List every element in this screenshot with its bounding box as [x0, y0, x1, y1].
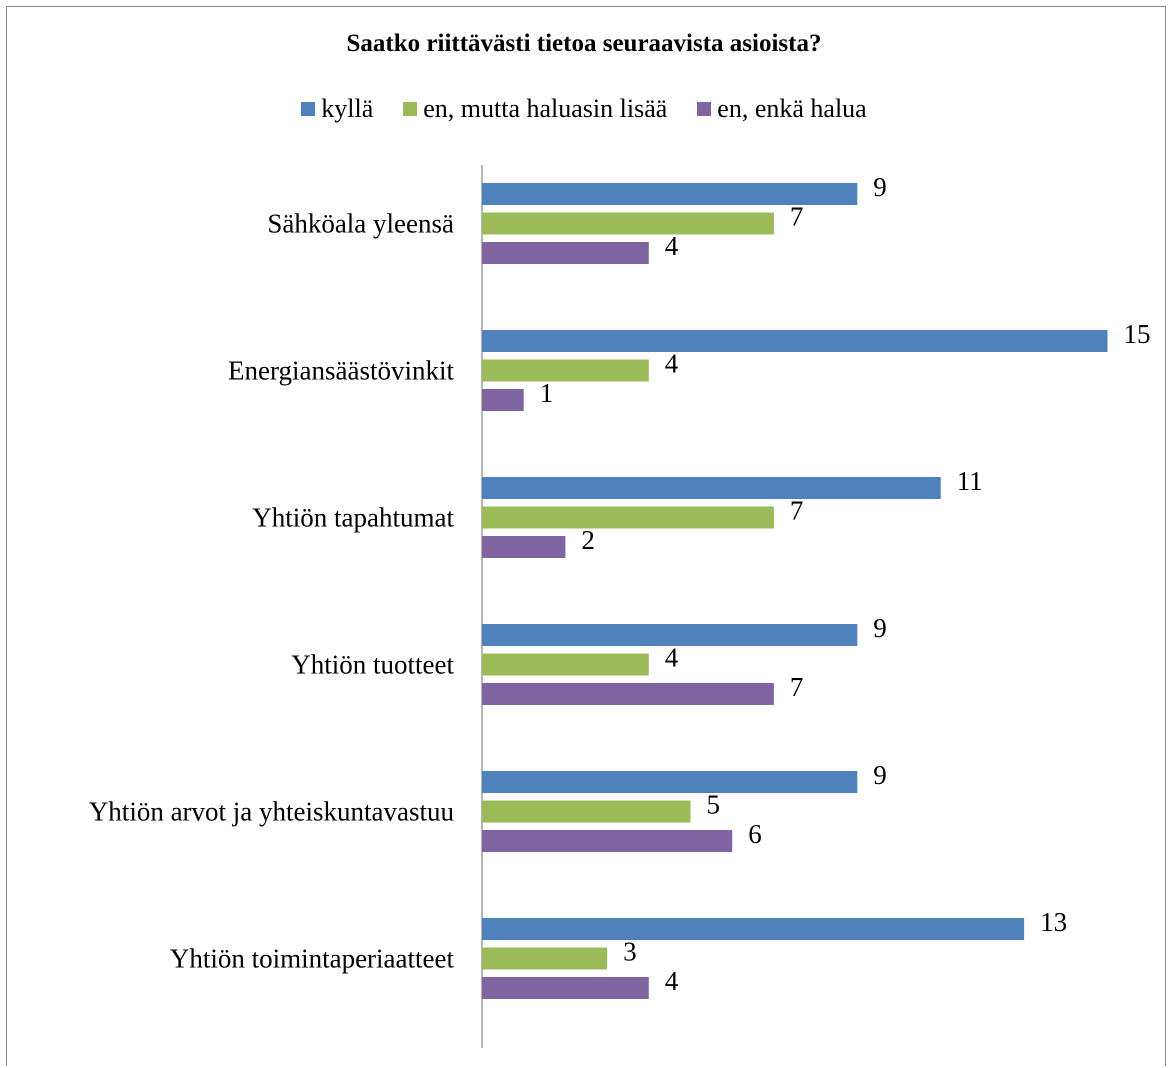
category-label: Yhtiön arvot ja yhteiskuntavastuu: [89, 797, 455, 827]
data-label-0-0: 9: [873, 172, 887, 202]
data-label-2-5: 4: [665, 966, 679, 996]
legend-item-0: kyllä: [301, 94, 373, 124]
bar-1-2: [482, 506, 774, 529]
legend-item-1: en, mutta haluasin lisää: [403, 94, 667, 124]
chart-title: Saatko riittävästi tietoa seuraavista as…: [346, 30, 822, 57]
data-label-2-3: 7: [790, 672, 804, 702]
category-label: Yhtiön tuotteet: [291, 650, 454, 680]
data-label-0-5: 13: [1040, 907, 1067, 937]
legend-label: kyllä: [321, 94, 374, 123]
category-label: Energiansäästövinkit: [228, 356, 454, 386]
data-label-0-4: 9: [873, 760, 887, 790]
legend-swatch: [697, 102, 712, 116]
bar-1-4: [482, 800, 691, 823]
bar-1-5: [482, 947, 608, 970]
data-label-1-5: 3: [623, 937, 637, 967]
bar-2-4: [482, 830, 733, 852]
data-label-1-2: 7: [790, 496, 804, 526]
bar-2-1: [482, 389, 524, 411]
bar-0-2: [482, 477, 941, 499]
bar-1-1: [482, 359, 649, 382]
bar-2-5: [482, 977, 649, 999]
legend-item-2: en, enkä halua: [697, 94, 867, 124]
data-label-2-4: 6: [748, 819, 762, 849]
data-label-1-1: 4: [665, 349, 679, 379]
bar-1-3: [482, 653, 649, 676]
bar-0-5: [482, 918, 1025, 940]
bar-2-0: [482, 242, 649, 264]
legend-swatch: [403, 102, 418, 116]
data-label-1-0: 7: [790, 202, 804, 232]
category-label: Sähköala yleensä: [267, 209, 454, 239]
legend-label: en, mutta haluasin lisää: [423, 94, 668, 123]
bar-0-3: [482, 624, 858, 646]
bar-0-0: [482, 183, 858, 205]
data-label-0-3: 9: [873, 613, 887, 643]
category-label: Yhtiön toimintaperiaatteet: [170, 944, 455, 974]
legend-label: en, enkä halua: [717, 94, 867, 123]
bar-0-1: [482, 330, 1108, 352]
data-label-0-1: 15: [1124, 319, 1151, 349]
data-label-1-4: 5: [707, 790, 721, 820]
data-label-2-0: 4: [665, 231, 679, 261]
legend: kyllä en, mutta haluasin lisää en, enkä ha…: [0, 94, 1168, 124]
chart-frame: [6, 6, 1166, 1066]
bar-2-3: [482, 683, 774, 705]
category-label: Yhtiön tapahtumat: [252, 503, 454, 533]
data-label-1-3: 4: [665, 643, 679, 673]
data-label-2-1: 1: [540, 378, 554, 408]
bar-2-2: [482, 536, 566, 558]
data-label-2-2: 2: [581, 525, 595, 555]
bar-0-4: [482, 771, 858, 793]
legend-swatch: [301, 102, 316, 116]
bar-1-0: [482, 212, 774, 235]
data-label-0-2: 11: [957, 466, 983, 496]
